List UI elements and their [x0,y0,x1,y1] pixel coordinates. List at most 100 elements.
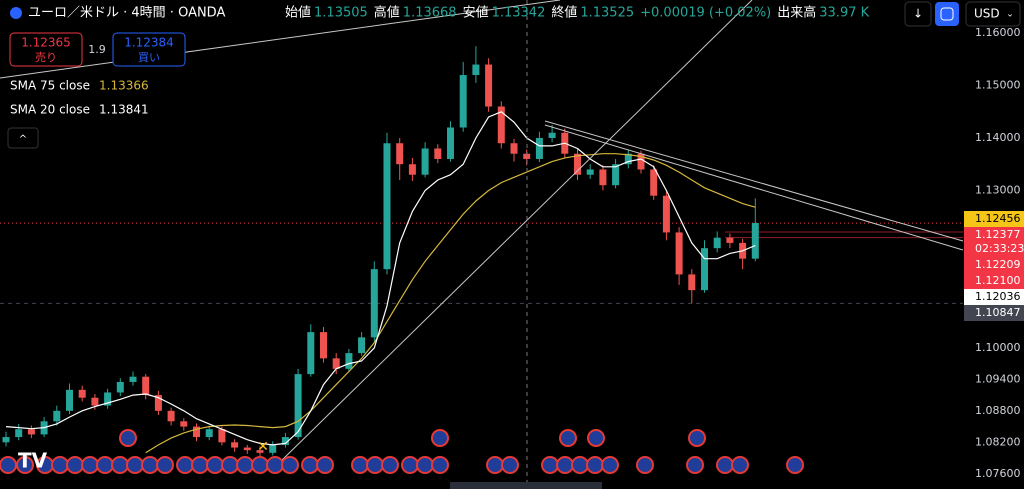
event-icon[interactable] [66,456,84,474]
candle-body [370,269,378,338]
candle-body [15,429,23,438]
candle-body [485,64,493,107]
event-icon[interactable] [176,456,194,474]
event-icon[interactable] [366,456,384,474]
event-icon[interactable] [401,456,419,474]
event-icon[interactable] [716,456,734,474]
candle-body [27,429,35,435]
y-tick-label: 1.15000 [975,79,1021,92]
y-tick-label: 1.14000 [975,131,1021,144]
event-icon[interactable] [636,456,654,474]
candle-body [281,437,289,445]
candle-body [637,153,645,170]
volume-name: 出来高 [777,5,816,21]
candle-body [154,395,162,411]
sell-button[interactable] [9,32,83,67]
price-label: 1.12377 [975,228,1021,241]
event-icon[interactable] [206,456,224,474]
candle-body [78,389,86,398]
price-axis-labels: 1.16000 1.15000 1.14000 1.13000 1.10000 1.094… [964,26,1024,480]
event-icon[interactable] [266,456,284,474]
price-label: 1.10847 [975,306,1021,319]
price-label: 1.12036 [975,290,1021,303]
spread: 1.9 [88,43,106,56]
y-tick-label: 1.10000 [975,341,1021,354]
legend-name: SMA 75 close [10,79,90,93]
event-icon[interactable] [81,456,99,474]
event-icon[interactable] [731,456,749,474]
y-tick-label: 1.09400 [975,372,1021,385]
event-icon[interactable] [301,456,319,474]
candle-body [434,148,442,159]
candle-body [650,169,658,196]
event-icon[interactable] [381,456,399,474]
event-icon[interactable] [16,456,34,474]
price-label: 1.12100 [975,274,1021,287]
ohlc-value: 1.13668 [403,6,457,21]
scrollbar[interactable] [450,482,602,489]
event-icon[interactable] [501,456,519,474]
candle-body [662,195,670,233]
download-icon: ↓ [913,7,923,21]
download-button[interactable] [904,1,932,27]
event-icon[interactable] [96,456,114,474]
candle-body [332,358,340,369]
event-icon[interactable] [119,429,137,447]
event-icon[interactable] [586,456,604,474]
event-icon[interactable] [126,456,144,474]
price-label: 1.12456 [975,212,1021,225]
event-icon[interactable] [251,456,269,474]
event-icon[interactable] [559,429,577,447]
event-icon[interactable] [416,456,434,474]
event-icon[interactable] [587,429,605,447]
event-icon[interactable] [556,456,574,474]
candle-body [599,169,607,186]
buy-price: 1.12384 [124,36,174,50]
ohlc-name: 安値 [463,5,489,21]
candle-body [675,232,683,275]
collapse-button[interactable] [7,127,39,149]
candle-body [713,237,721,249]
candle-body [447,127,454,159]
event-icon[interactable] [601,456,619,474]
toggle-button[interactable] [935,2,959,26]
legend-value: 1.13366 [99,79,149,93]
event-icon[interactable] [0,456,17,474]
event-icon[interactable] [541,456,559,474]
candle-body [66,389,73,411]
event-icon[interactable] [351,456,369,474]
y-tick-label: 1.08200 [975,435,1021,448]
candle-body [726,237,734,243]
buy-button[interactable] [112,32,186,67]
trend-line [544,124,964,251]
candle-body [688,274,696,291]
event-icon[interactable] [191,456,209,474]
event-icon[interactable] [51,456,69,474]
currency: USD [974,7,1000,21]
symbol-title[interactable]: ユーロ／米ドル · 4時間 · OANDA [28,6,225,21]
event-icon[interactable] [316,456,334,474]
event-icon[interactable] [786,456,804,474]
currency-select[interactable] [965,1,1021,27]
event-icon[interactable] [111,456,129,474]
candle-body [408,164,416,175]
event-icon[interactable] [688,429,706,447]
y-tick-label: 1.08800 [975,404,1021,417]
price-label-box [964,305,1024,322]
event-icon[interactable] [431,429,449,447]
event-icon[interactable] [156,456,174,474]
event-icon[interactable] [281,456,299,474]
event-icon[interactable] [141,456,159,474]
event-icon[interactable] [431,456,449,474]
candle-body [91,397,99,406]
event-icon[interactable] [686,456,704,474]
candle-body [574,153,581,175]
ohlc-value: 1.13342 [492,6,546,21]
candle-body [205,429,213,438]
event-icon[interactable] [486,456,504,474]
event-icon[interactable] [221,456,239,474]
event-icon[interactable] [571,456,589,474]
candle-body [459,75,467,128]
event-icon[interactable] [236,456,254,474]
